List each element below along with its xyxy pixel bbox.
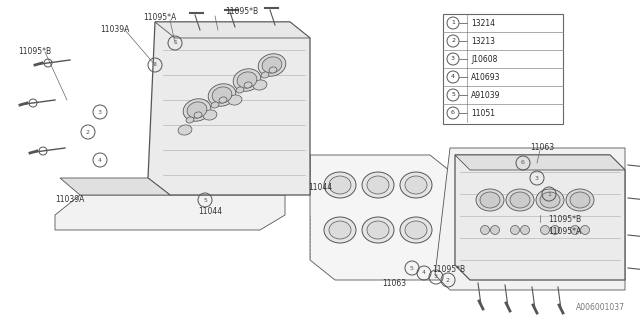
Polygon shape	[455, 155, 625, 170]
Ellipse shape	[490, 226, 499, 235]
Text: 4: 4	[451, 75, 455, 79]
Ellipse shape	[324, 217, 356, 243]
Ellipse shape	[405, 176, 427, 194]
Ellipse shape	[258, 54, 286, 76]
Text: 4: 4	[98, 157, 102, 163]
Ellipse shape	[208, 84, 236, 106]
Ellipse shape	[367, 221, 389, 239]
Polygon shape	[310, 155, 455, 280]
Ellipse shape	[219, 97, 227, 103]
Ellipse shape	[262, 57, 282, 73]
Text: 2: 2	[451, 38, 455, 44]
Ellipse shape	[506, 189, 534, 211]
Polygon shape	[148, 22, 310, 195]
Ellipse shape	[367, 176, 389, 194]
Text: 11051: 11051	[471, 108, 495, 117]
Text: 11063: 11063	[382, 279, 406, 289]
Ellipse shape	[211, 102, 219, 108]
Ellipse shape	[520, 226, 529, 235]
Ellipse shape	[329, 176, 351, 194]
Ellipse shape	[261, 72, 269, 78]
Text: 3: 3	[98, 109, 102, 115]
Bar	[443, 14, 563, 124]
Ellipse shape	[233, 69, 261, 91]
Text: 3: 3	[535, 175, 539, 180]
Polygon shape	[435, 148, 625, 290]
Ellipse shape	[362, 172, 394, 198]
Text: A10693: A10693	[471, 73, 500, 82]
Text: 3: 3	[451, 57, 455, 61]
Text: A006001037: A006001037	[576, 303, 625, 312]
Polygon shape	[455, 155, 625, 280]
Polygon shape	[155, 22, 310, 38]
Ellipse shape	[362, 217, 394, 243]
Text: 11095*B: 11095*B	[548, 215, 581, 225]
Text: 13214: 13214	[471, 19, 495, 28]
Ellipse shape	[186, 117, 194, 123]
Ellipse shape	[580, 226, 589, 235]
Text: 11039A: 11039A	[55, 196, 84, 204]
Text: 6: 6	[451, 110, 455, 116]
Text: 1: 1	[173, 41, 177, 45]
Text: 3: 3	[153, 62, 157, 68]
Text: 11095*B: 11095*B	[432, 266, 465, 275]
Ellipse shape	[566, 189, 594, 211]
Ellipse shape	[541, 226, 550, 235]
Ellipse shape	[511, 226, 520, 235]
Text: 11095*A: 11095*A	[548, 228, 581, 236]
Ellipse shape	[510, 192, 530, 208]
Ellipse shape	[194, 112, 202, 118]
Ellipse shape	[476, 189, 504, 211]
Polygon shape	[55, 195, 285, 230]
Text: 5: 5	[410, 266, 414, 270]
Ellipse shape	[236, 87, 244, 93]
Ellipse shape	[183, 99, 211, 121]
Text: 2: 2	[446, 277, 450, 283]
Text: A91039: A91039	[471, 91, 500, 100]
Text: 2: 2	[86, 130, 90, 134]
Ellipse shape	[405, 221, 427, 239]
Text: 3: 3	[434, 275, 438, 279]
Text: 5: 5	[451, 92, 455, 98]
Ellipse shape	[570, 192, 590, 208]
Ellipse shape	[570, 226, 579, 235]
Text: 1: 1	[451, 20, 455, 26]
Ellipse shape	[400, 217, 432, 243]
Ellipse shape	[244, 82, 252, 88]
Text: 5: 5	[203, 197, 207, 203]
Ellipse shape	[481, 226, 490, 235]
Text: J10608: J10608	[471, 54, 497, 63]
Ellipse shape	[269, 67, 277, 73]
Ellipse shape	[228, 95, 242, 105]
Ellipse shape	[178, 125, 192, 135]
Ellipse shape	[550, 226, 559, 235]
Polygon shape	[60, 178, 170, 195]
Text: 4: 4	[422, 270, 426, 276]
Text: 11044: 11044	[308, 183, 332, 193]
Text: 11039A: 11039A	[100, 26, 129, 35]
Text: 11095*B: 11095*B	[18, 47, 51, 57]
Ellipse shape	[536, 189, 564, 211]
Text: 11095*B: 11095*B	[225, 7, 258, 17]
Text: 6: 6	[521, 161, 525, 165]
Ellipse shape	[480, 192, 500, 208]
Ellipse shape	[187, 102, 207, 118]
Text: 13213: 13213	[471, 36, 495, 45]
Text: 1: 1	[547, 191, 551, 196]
Ellipse shape	[212, 87, 232, 103]
Ellipse shape	[324, 172, 356, 198]
Ellipse shape	[203, 110, 217, 120]
Ellipse shape	[237, 72, 257, 88]
Ellipse shape	[329, 221, 351, 239]
Text: 11044: 11044	[198, 207, 222, 217]
Text: 11095*A: 11095*A	[143, 13, 176, 22]
Ellipse shape	[253, 80, 267, 90]
Text: 11063: 11063	[530, 142, 554, 151]
Ellipse shape	[400, 172, 432, 198]
Ellipse shape	[540, 192, 560, 208]
